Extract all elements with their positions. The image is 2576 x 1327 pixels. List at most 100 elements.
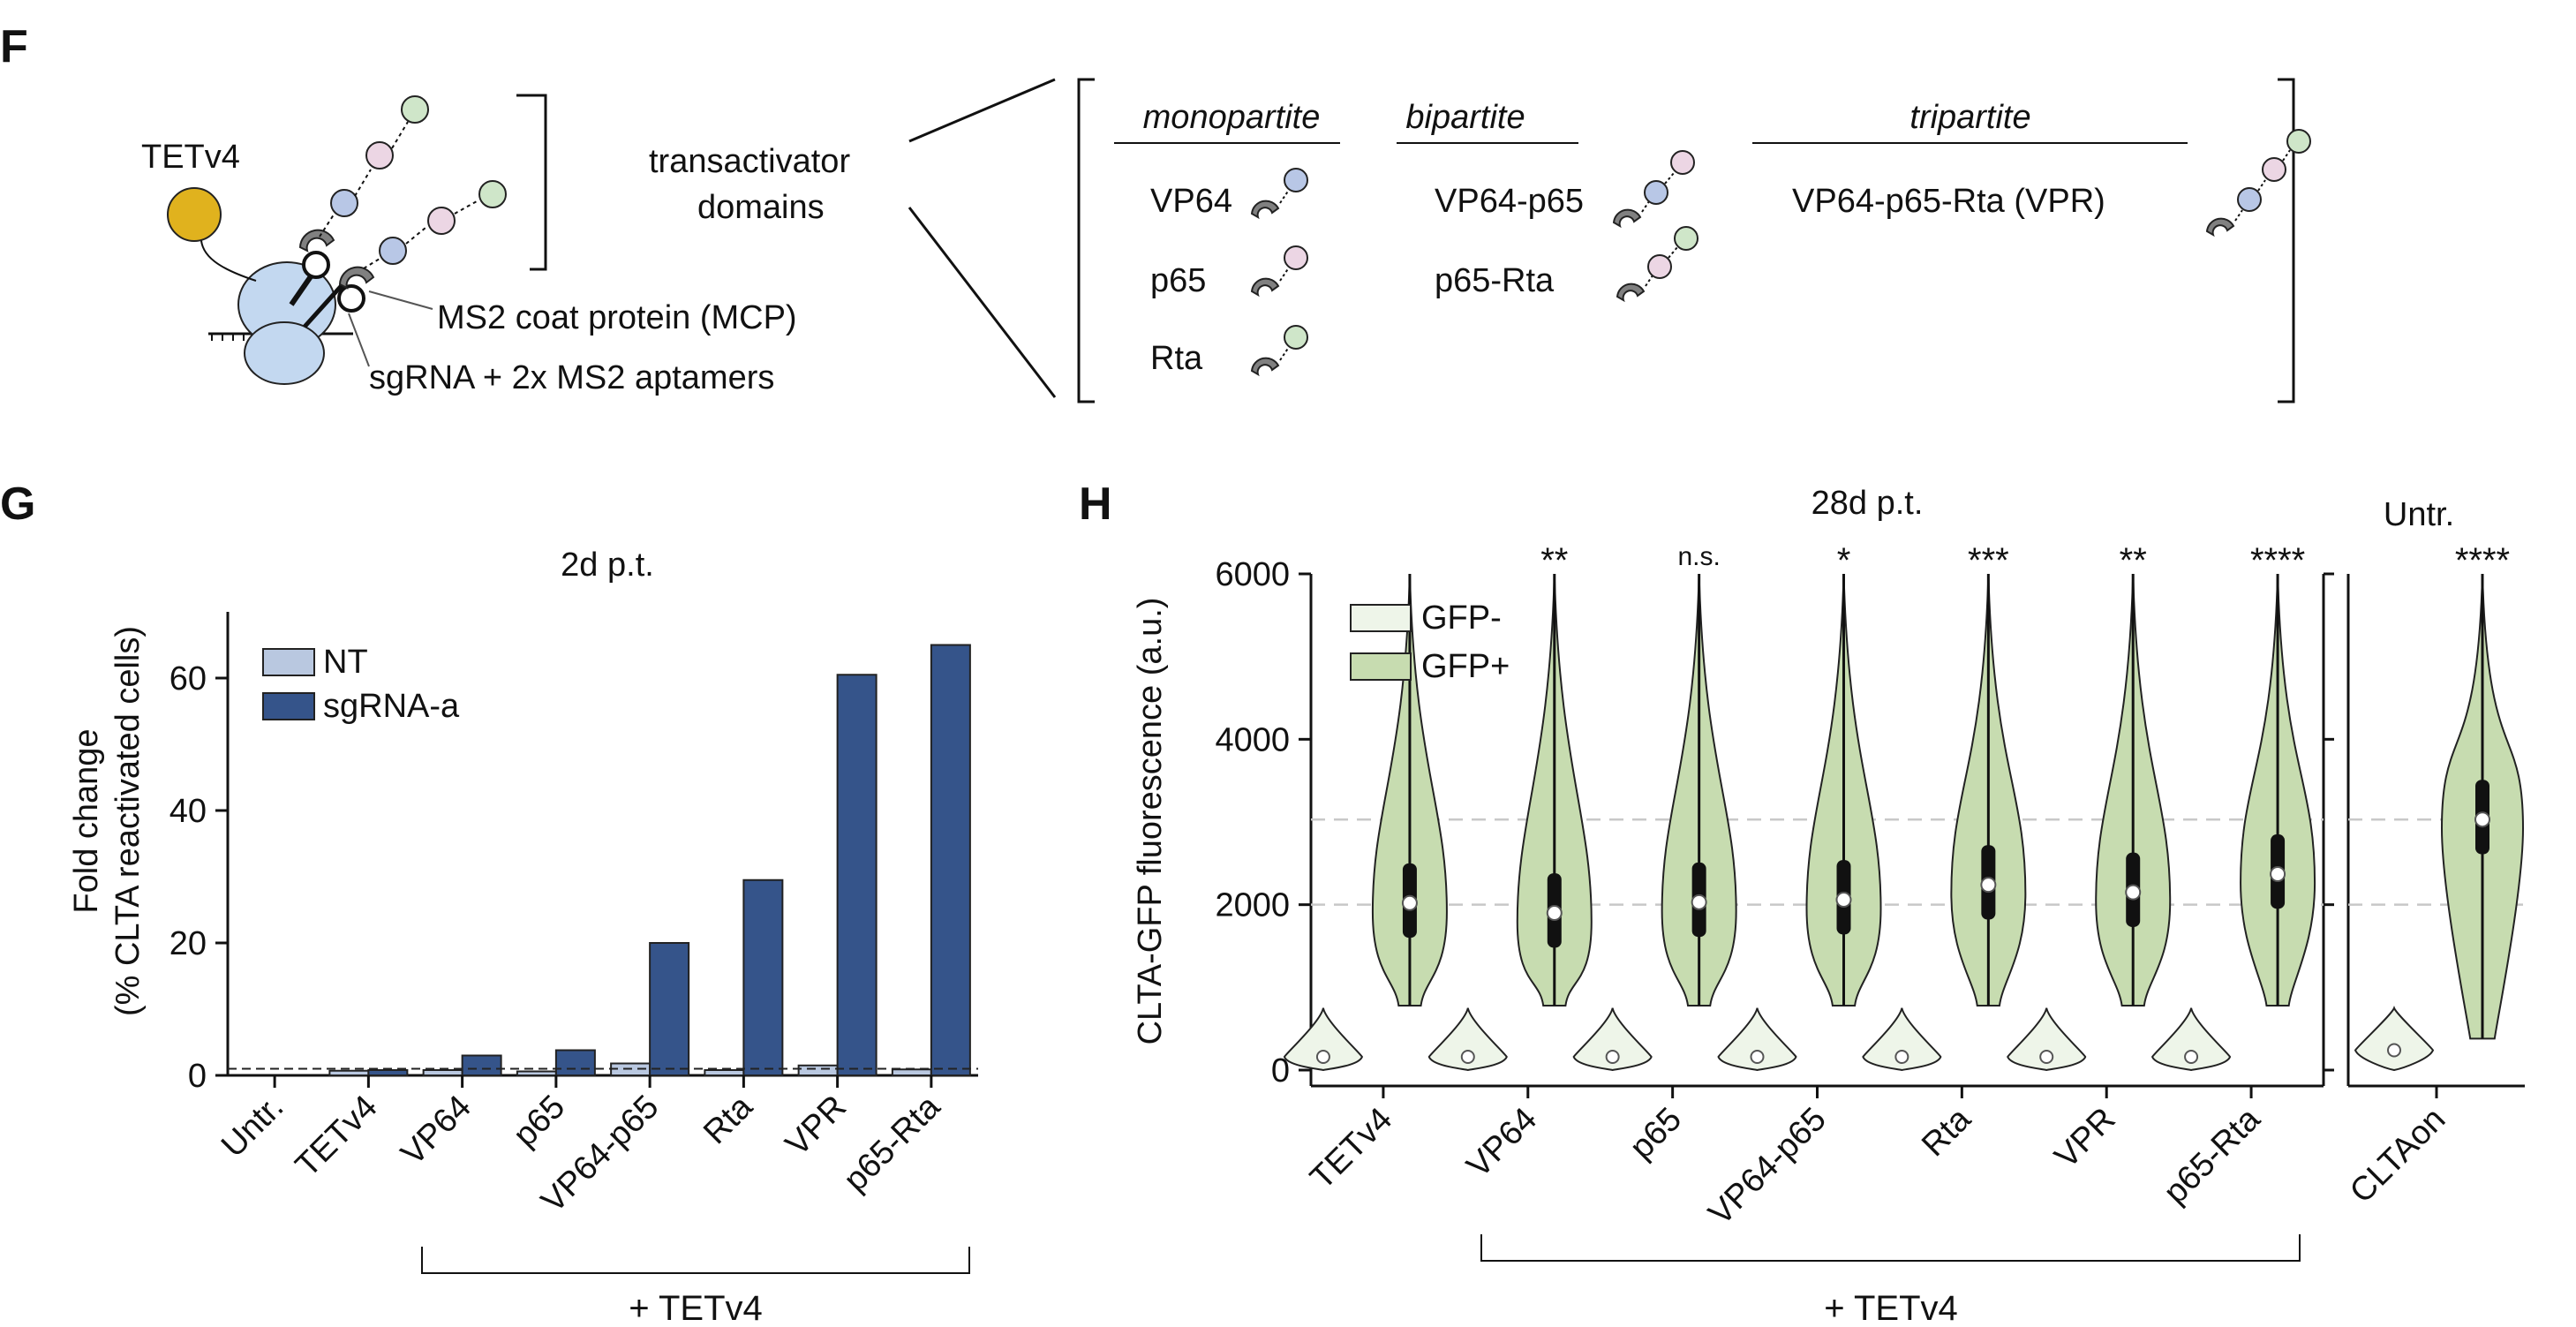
mcp-icon [1250,277,1280,298]
y-tick-label: 0 [1271,1052,1290,1089]
median-marker [2125,884,2142,901]
significance-label: **** [2250,541,2305,580]
x-tick-label: Untr. [215,1089,290,1165]
domains-label: domains [697,189,825,226]
median-marker [1980,877,1997,893]
legend-label-gfp-pos: GFP+ [1421,648,1510,685]
panel-g-label: G [0,479,35,530]
chart-h-violins: ** n.s. * *** ** **** **** [1283,541,2525,1072]
transactivator-label: transactivator [649,143,850,180]
median-marker [1750,1050,1765,1065]
mcp-icon [298,229,335,253]
significance-label: *** [1968,541,2009,580]
violin-gfp-neg [1427,1007,1508,1072]
p65-domain-icon [1670,150,1695,175]
significance-label: * [1837,541,1851,580]
domain-bracket [516,94,547,271]
vp64-domain-icon [1284,168,1308,192]
x-tick-label: Rta [1915,1100,1978,1164]
legend-swatch-nt [262,648,315,676]
x-tick-label: p65 [1623,1101,1689,1167]
violin-gfp-neg [1283,1007,1364,1072]
legend-swatch-gfp-pos [1350,652,1412,681]
monopartite-group: monopartite VP64 p65 Rta [1114,99,1340,377]
crispr-schematic: TETv4 MS2 coat protein (MCP) sgRNA + 2x … [141,94,797,396]
significance-label: **** [2455,541,2510,580]
chart-h-x-axis: TETv4 VP64 p65 VP64-p65 Rta VPR p65-Rta CLTAon [1303,1086,2452,1233]
bar-sgrna [554,1049,596,1076]
x-tick-label: p65 [507,1089,573,1155]
median-marker [1546,905,1563,922]
tripartite-title: tripartite [1909,99,2030,136]
chart-g-legend: NT sgRNA-a [262,644,460,725]
median-marker [2270,866,2286,883]
tripartite-group: tripartite VP64-p65-Rta (VPR) [1752,99,2311,238]
mcp-icon [1250,200,1280,220]
p65-domain-icon [365,141,394,170]
chart-g-title: 2d p.t. [561,547,654,584]
legend-label-nt: NT [323,644,368,681]
bar-nt [516,1070,557,1076]
median-marker [1691,893,1707,910]
significance-label: n.s. [1677,542,1720,571]
median-marker [1315,1050,1330,1065]
bar-sgrna [742,878,784,1076]
monopartite-title: monopartite [1143,99,1321,136]
violin-gfp-neg [1862,1007,1942,1072]
significance-label: ** [2120,541,2147,580]
x-tick-label: VP64 [395,1089,478,1172]
legend-label-sgrna: sgRNA-a [323,688,460,725]
violin-gfp-neg [2007,1007,2087,1072]
x-tick-label: VPR [779,1089,854,1164]
x-tick-label: p65-Rta [837,1088,948,1199]
x-tick-label: TETv4 [289,1089,385,1185]
chart-h-ylabel: CLTA-GFP fluorescence (a.u.) [1132,598,1169,1045]
domain-label: VP64-p65-Rta (VPR) [1792,183,2105,220]
sgrna-label: sgRNA + 2x MS2 aptamers [369,359,774,396]
violin-gfp-neg [2354,1005,2435,1072]
chart-h-untr-title: Untr. [2384,496,2454,533]
bar-nt [704,1069,745,1076]
mcp-icon [2205,217,2235,238]
legend-label-gfp-neg: GFP- [1421,599,1502,637]
tetv4-label: TETv4 [141,139,240,176]
x-tick-label: VP64-p65 [1702,1101,1834,1233]
domain-table-bracket-left [1077,78,1095,403]
y-tick-label: 0 [188,1058,207,1095]
median-marker [1835,892,1852,909]
bar-sgrna [836,674,877,1076]
mcp-icon [338,266,375,290]
median-marker [1460,1050,1475,1065]
x-tick-label: p65-Rta [2157,1100,2268,1211]
mcp-label: MS2 coat protein (MCP) [437,299,797,336]
chart-h-legend: GFP- GFP+ [1350,599,1510,685]
p65-domain-icon [1284,245,1308,270]
y-tick-label: 60 [169,660,207,697]
domain-label: p65-Rta [1435,262,1555,299]
bar-sgrna [930,644,971,1076]
violin-gfp-neg [2150,1007,2232,1072]
y-tick-label: 6000 [1215,556,1290,593]
y-tick-label: 20 [169,925,207,962]
vp64-domain-icon [379,237,407,265]
panel-g: G 2d p.t. Fold change (% CLTA reactivate… [0,479,978,1327]
vp64-domain-icon [2237,187,2262,212]
mcp-icon [1616,283,1646,303]
p65-domain-icon [427,207,456,235]
panel-h: H 28d p.t. Untr. CLTA-GFP fluorescence (… [1079,479,2525,1327]
p65-domain-icon [2262,157,2286,182]
median-marker [1894,1050,1909,1065]
median-marker [1401,894,1418,911]
vp64-domain-icon [330,189,358,217]
y-tick-label: 4000 [1215,721,1290,758]
tetv4-bracket [421,1247,970,1274]
aptamer-loop-icon [337,284,365,313]
y-tick-label: 40 [169,793,207,830]
x-tick-label: CLTAon [2343,1101,2452,1210]
x-tick-label: Rta [697,1088,760,1151]
rta-domain-icon [1674,226,1699,251]
bar-nt [422,1069,463,1076]
y-tick-label: 2000 [1215,887,1290,924]
bar-sgrna [461,1054,502,1076]
